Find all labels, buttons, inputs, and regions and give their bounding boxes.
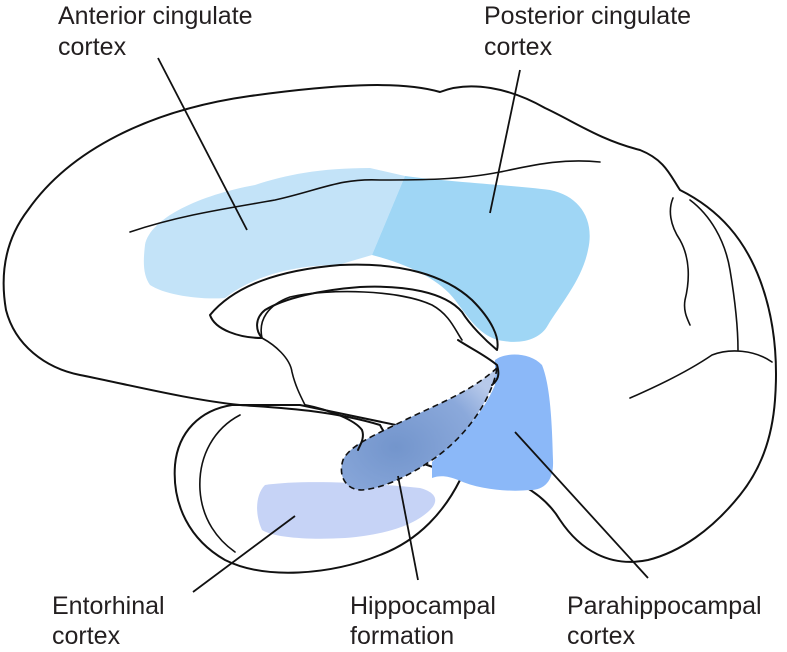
anterior-cingulate-label: Anterior cingulate cortex — [58, 2, 260, 61]
parahippocampal-leader — [514, 431, 649, 579]
temporal-inner-fold — [199, 414, 241, 553]
brainstem-line — [457, 339, 500, 386]
hippocampal-label-line2: formation — [350, 622, 454, 650]
corpus-callosum-outline — [209, 263, 499, 351]
posterior-cingulate-label-line2: cortex — [484, 33, 553, 61]
occipital-sulcus-upper — [689, 199, 739, 351]
entorhinal-region — [257, 482, 436, 539]
entorhinal-label: Entorhinal cortex — [52, 592, 172, 650]
parahippocampal-label: Parahippocampal cortex — [567, 592, 769, 650]
calcarine-sulcus — [629, 350, 773, 399]
hippocampal-label: Hippocampal formation — [350, 592, 503, 650]
parieto-occipital-sulcus — [669, 197, 691, 326]
posterior-cingulate-label: Posterior cingulate cortex — [484, 2, 698, 61]
diencephalon-outline — [260, 290, 463, 406]
anterior-cingulate-region — [143, 168, 405, 299]
posterior-cingulate-leader — [489, 69, 521, 214]
anterior-cingulate-label-line1: Anterior cingulate — [58, 2, 253, 30]
posterior-cingulate-region — [372, 176, 590, 342]
entorhinal-label-line2: cortex — [52, 622, 121, 650]
hippocampal-edge-line — [304, 404, 364, 451]
cingulate-sulcus — [129, 160, 601, 233]
hippocampal-formation-region — [340, 365, 499, 491]
hippocampal-label-line1: Hippocampal — [350, 592, 496, 620]
temporal-lobe — [173, 404, 461, 574]
parahippocampal-region — [432, 354, 554, 491]
anterior-cingulate-leader — [157, 57, 248, 231]
entorhinal-leader — [192, 515, 296, 593]
anterior-cingulate-label-line2: cortex — [58, 33, 127, 61]
entorhinal-label-line1: Entorhinal — [52, 592, 165, 620]
parahippocampal-label-line2: cortex — [567, 622, 636, 650]
hippocampal-leader — [397, 475, 419, 581]
parahippocampal-label-line1: Parahippocampal — [567, 592, 762, 620]
cerebral-hemisphere — [2, 84, 778, 563]
posterior-cingulate-label-line1: Posterior cingulate — [484, 2, 691, 30]
